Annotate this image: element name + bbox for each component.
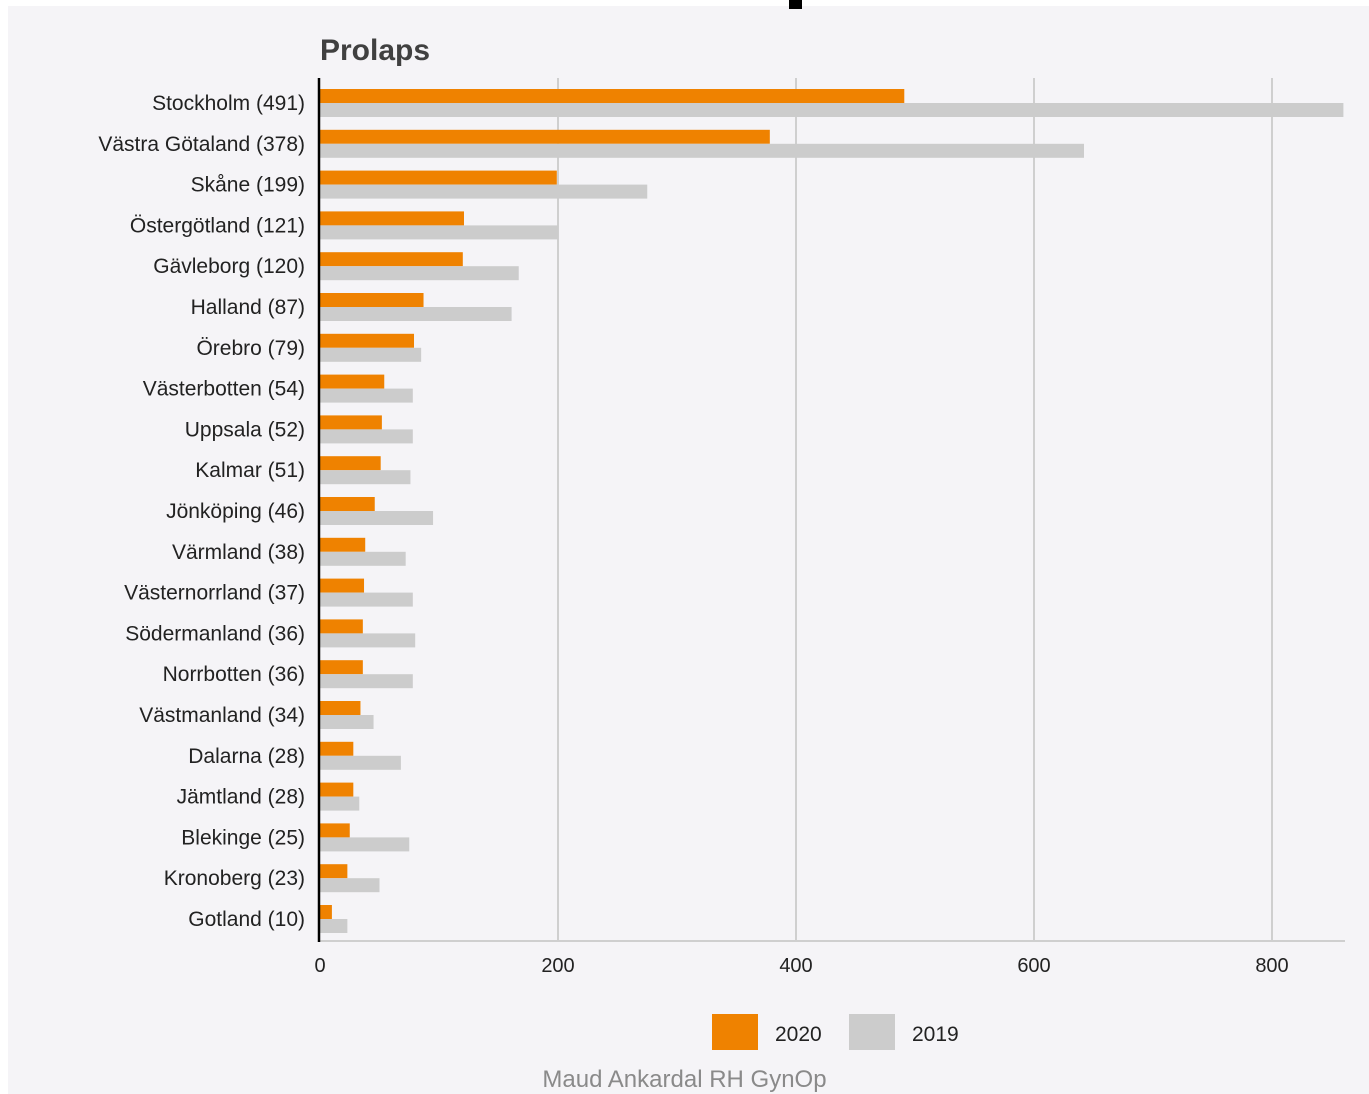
category-label-12: Västernorrland (37) (124, 582, 305, 605)
category-label-5: Halland (87) (191, 296, 305, 319)
category-label-9: Kalmar (51) (195, 459, 305, 482)
bar-2019-19 (320, 878, 380, 893)
category-label-16: Dalarna (28) (188, 745, 305, 768)
bar-2020-19 (320, 864, 348, 879)
bar-2019-20 (320, 919, 348, 933)
bar-2020-4 (320, 252, 463, 267)
bar-2020-14 (320, 660, 363, 675)
legend-swatch-2020 (712, 1014, 758, 1050)
bar-2019-18 (320, 837, 410, 852)
bar-2020-20 (320, 905, 332, 919)
legend: 2020 2019 (712, 1014, 959, 1050)
bar-2019-8 (320, 429, 413, 444)
category-label-19: Kronoberg (23) (164, 867, 305, 890)
category-label-6: Örebro (79) (196, 337, 305, 360)
legend-swatch-2019 (849, 1014, 895, 1050)
bar-2020-3 (320, 211, 464, 226)
bar-2019-7 (320, 388, 413, 403)
bar-2020-9 (320, 456, 381, 471)
gridlines (320, 78, 1345, 942)
category-label-20: Gotland (10) (188, 908, 305, 931)
category-label-17: Jämtland (28) (177, 786, 305, 809)
bar-2019-4 (320, 266, 519, 281)
bar-2020-16 (320, 741, 354, 756)
x-tick-0: 0 (314, 955, 325, 977)
bar-2019-10 (320, 511, 434, 525)
bar-2020-11 (320, 537, 366, 552)
chart-title: Prolaps (320, 34, 430, 67)
x-tick-600: 600 (1017, 955, 1050, 977)
bar-2019-3 (320, 225, 558, 240)
bar-2019-16 (320, 755, 401, 770)
x-tick-800: 800 (1255, 955, 1288, 977)
bar-2020-0 (320, 89, 905, 103)
category-label-8: Uppsala (52) (185, 418, 305, 441)
bar-2019-6 (320, 347, 422, 362)
category-label-15: Västmanland (34) (139, 704, 305, 727)
bar-2020-17 (320, 782, 354, 797)
bar-2019-11 (320, 551, 406, 566)
bar-2019-14 (320, 674, 413, 689)
x-tick-labels: 0 200 400 600 800 (314, 955, 1288, 977)
bar-2020-2 (320, 170, 557, 185)
chart-background (8, 6, 1369, 1094)
bars (320, 89, 1344, 933)
category-label-10: Jönköping (46) (166, 500, 305, 523)
bar-2020-1 (320, 129, 770, 144)
bar-2019-17 (320, 796, 360, 811)
bar-2020-7 (320, 374, 385, 389)
category-label-3: Östergötland (121) (130, 214, 305, 237)
category-label-1: Västra Götaland (378) (98, 133, 305, 156)
category-label-2: Skåne (199) (191, 174, 305, 197)
bar-2020-15 (320, 701, 361, 715)
bar-2019-12 (320, 592, 413, 607)
category-label-7: Västerbotten (54) (143, 378, 305, 401)
x-tick-200: 200 (541, 955, 574, 977)
category-label-13: Södermanland (36) (125, 622, 305, 645)
bar-2019-0 (320, 103, 1344, 117)
category-label-4: Gävleborg (120) (153, 255, 305, 278)
bar-2020-13 (320, 619, 363, 634)
top-edge-mark (789, 0, 802, 9)
bar-2020-10 (320, 497, 375, 511)
category-label-18: Blekinge (25) (181, 826, 305, 849)
bar-2019-5 (320, 307, 512, 321)
author-credit: Maud Ankardal RH GynOp (542, 1066, 827, 1093)
bar-2019-13 (320, 633, 416, 648)
category-labels: Stockholm (491) Västra Götaland (378) Skån… (98, 92, 305, 931)
bar-2020-5 (320, 293, 424, 307)
bar-2019-15 (320, 715, 374, 729)
legend-label-2019: 2019 (912, 1023, 959, 1046)
bar-2019-2 (320, 184, 648, 199)
x-tick-400: 400 (779, 955, 812, 977)
legend-label-2020: 2020 (775, 1023, 822, 1046)
bar-2020-8 (320, 415, 382, 430)
bar-2020-12 (320, 578, 365, 593)
category-label-0: Stockholm (491) (152, 92, 305, 115)
bar-2019-1 (320, 143, 1084, 158)
bar-2020-18 (320, 823, 350, 838)
category-label-14: Norrbotten (36) (163, 663, 305, 686)
bar-2019-9 (320, 470, 411, 485)
bar-2020-6 (320, 333, 415, 348)
category-label-11: Värmland (38) (172, 541, 305, 564)
